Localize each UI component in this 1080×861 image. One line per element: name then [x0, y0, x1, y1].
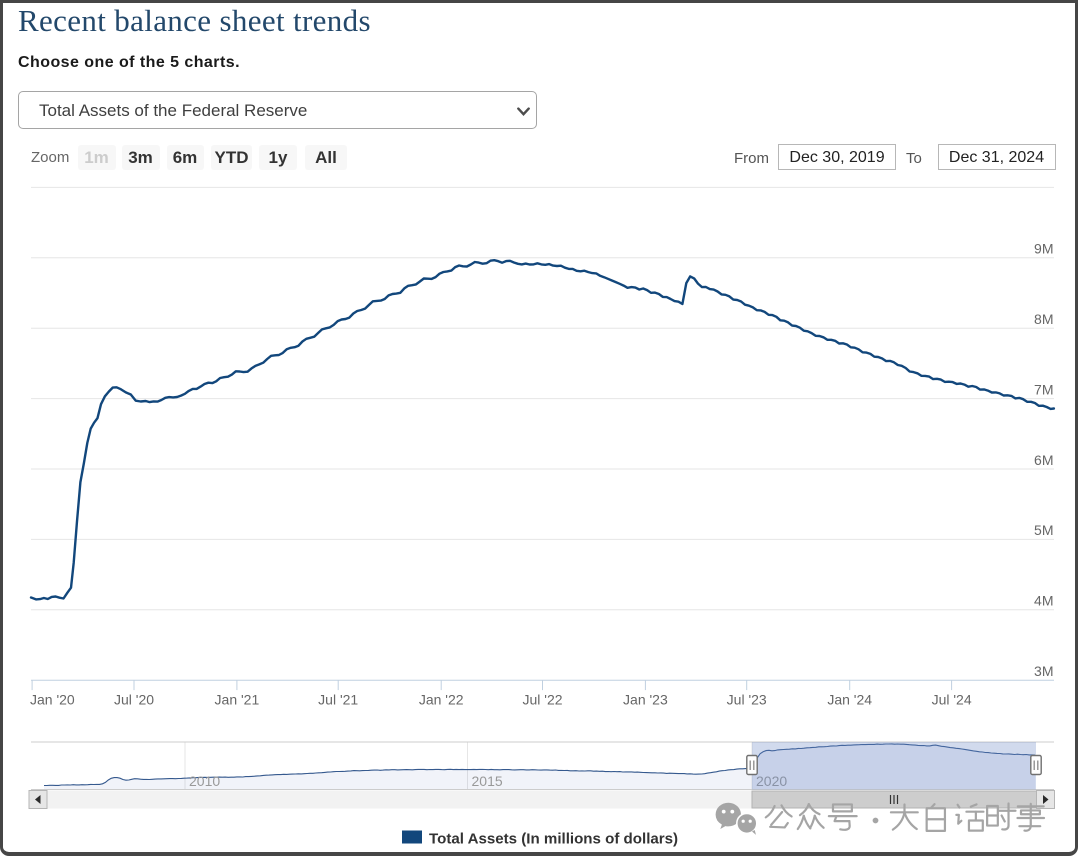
svg-text:Jan '23: Jan '23: [623, 692, 668, 708]
svg-text:2020: 2020: [756, 773, 787, 789]
svg-text:Jan '24: Jan '24: [827, 692, 872, 708]
svg-text:6M: 6M: [1034, 452, 1053, 468]
svg-text:3M: 3M: [1034, 663, 1053, 679]
svg-text:Jul '24: Jul '24: [932, 692, 972, 708]
svg-text:5M: 5M: [1034, 522, 1053, 538]
svg-text:Jul '22: Jul '22: [522, 692, 562, 708]
svg-text:Jul '21: Jul '21: [318, 692, 358, 708]
svg-text:2010: 2010: [189, 773, 220, 789]
svg-text:Jan '21: Jan '21: [215, 692, 260, 708]
svg-text:7M: 7M: [1034, 381, 1053, 397]
svg-text:Jan '22: Jan '22: [419, 692, 464, 708]
svg-text:Jul '20: Jul '20: [114, 692, 154, 708]
svg-text:Jul '23: Jul '23: [727, 692, 767, 708]
svg-text:2015: 2015: [472, 773, 503, 789]
svg-text:Jan '20: Jan '20: [30, 692, 75, 708]
svg-text:9M: 9M: [1034, 241, 1053, 257]
svg-text:Total Assets (In millions of d: Total Assets (In millions of dollars): [429, 831, 678, 848]
svg-text:8M: 8M: [1034, 311, 1053, 327]
svg-text:4M: 4M: [1034, 593, 1053, 609]
